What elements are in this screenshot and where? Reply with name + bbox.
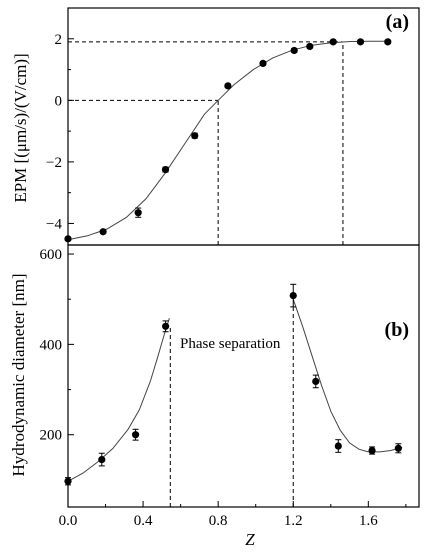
panel-b-frame <box>67 244 420 508</box>
panel-a-data-point <box>64 235 72 243</box>
panel-a-data-point <box>161 165 170 174</box>
panel-b-data-point <box>289 291 297 300</box>
x-tick-label: 1.6 <box>359 513 378 529</box>
panel-a-guides <box>68 41 344 245</box>
panel-b-guides <box>169 303 294 507</box>
x-tick-label: 1.2 <box>284 513 303 529</box>
panel-a-data-point <box>99 228 107 236</box>
panel-b-fit-curve <box>67 318 170 482</box>
panel-a-data-point <box>306 42 314 51</box>
panel-a-ticks: −4 −2 0 2 <box>46 32 74 232</box>
panel-a-data-point <box>329 38 337 46</box>
panel-b-fit-curve <box>292 299 403 453</box>
panel-b-data-points <box>64 283 402 486</box>
panel-a-data-point <box>290 46 298 55</box>
x-tick-label: 0.4 <box>134 513 153 529</box>
panel-a-data-point <box>224 82 232 90</box>
panel-a-y-tick-label: 2 <box>55 32 63 48</box>
panel-b-data-point <box>162 322 170 330</box>
panel-b-y-axis-title: Hydrodynamic diameter [nm] <box>9 274 28 477</box>
phase-separation-annotation: Phase separation <box>180 336 281 352</box>
panel-a-y-tick-label: −2 <box>46 155 62 171</box>
panel-b-data-point <box>64 477 72 485</box>
panel-a-y-tick-label: 0 <box>55 93 63 109</box>
panel-b-label: (b) <box>385 319 409 341</box>
panel-b-y-tick-label: 400 <box>40 337 63 353</box>
x-axis-title: Z <box>245 530 255 549</box>
panel-b: 200 400 600 0.0 0.4 0.8 1.2 1.6 (b) Phase separ… <box>9 244 420 549</box>
panel-b-y-tick-label: 600 <box>40 247 63 263</box>
panel-a-data-point <box>134 209 142 217</box>
panel-b-data-point <box>394 444 402 452</box>
panel-b-data-point <box>334 442 342 450</box>
panel-b-data-point <box>98 455 106 464</box>
x-tick-label: 0.8 <box>209 513 228 529</box>
panel-b-y-tick-label: 200 <box>40 428 63 444</box>
panel-a-data-point <box>356 38 365 46</box>
panel-a-y-axis-title: EPM [(μm/s)/(V/cm)] <box>11 53 30 202</box>
panel-b-data-point <box>131 431 140 439</box>
panel-b-data-point <box>368 446 376 455</box>
panel-b-ticks: 200 400 600 0.0 0.4 0.8 1.2 1.6 <box>40 247 407 529</box>
panel-b-data-point <box>312 377 320 386</box>
panel-a-fit-curve <box>67 40 388 241</box>
panel-a-frame <box>67 7 420 246</box>
panel-a-y-tick-label: −4 <box>46 216 62 232</box>
panel-b-fit-curves <box>67 299 403 482</box>
panel-a-data-point <box>191 132 199 140</box>
panel-a-label: (a) <box>386 11 409 33</box>
panel-a-data-points <box>64 38 392 243</box>
panel-a-data-point <box>259 59 267 68</box>
x-tick-label: 0.0 <box>59 513 78 529</box>
panel-a: −4 −2 0 2 (a) EPM [(μm/s)/(V/cm)] <box>11 7 420 246</box>
panel-a-data-point <box>384 38 392 46</box>
